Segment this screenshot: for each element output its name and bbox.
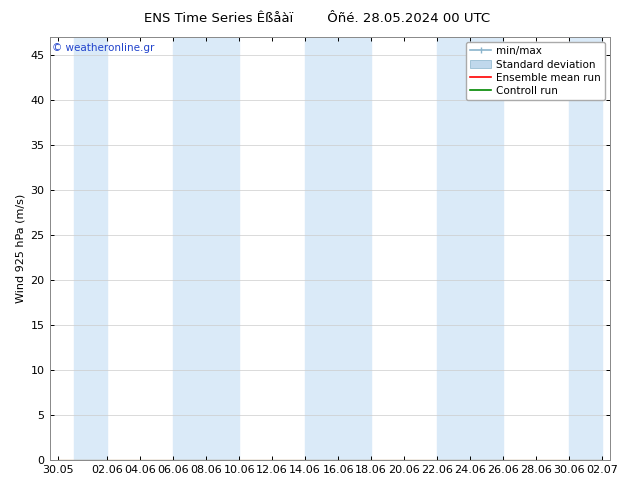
Y-axis label: Wind 925 hPa (m/s): Wind 925 hPa (m/s) <box>15 194 25 303</box>
Bar <box>305 37 338 460</box>
Bar <box>173 37 206 460</box>
Bar <box>338 37 371 460</box>
Bar <box>569 37 602 460</box>
Text: ENS Time Series Êßåàï        Ôñé. 28.05.2024 00 UTC: ENS Time Series Êßåàï Ôñé. 28.05.2024 00… <box>144 12 490 25</box>
Text: © weatheronline.gr: © weatheronline.gr <box>53 44 155 53</box>
Bar <box>470 37 503 460</box>
Bar <box>74 37 107 460</box>
Bar <box>206 37 239 460</box>
Legend: min/max, Standard deviation, Ensemble mean run, Controll run: min/max, Standard deviation, Ensemble me… <box>466 42 605 100</box>
Bar <box>437 37 470 460</box>
